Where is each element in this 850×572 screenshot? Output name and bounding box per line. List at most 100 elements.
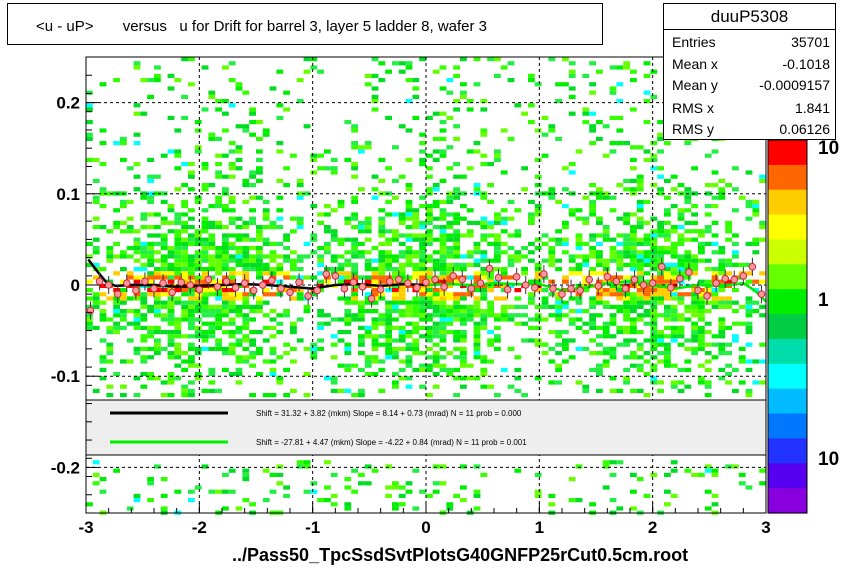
heatmap-cell <box>215 225 222 230</box>
heatmap-cell <box>167 115 175 120</box>
heatmap-cell <box>405 346 413 351</box>
heatmap-cell <box>432 359 440 364</box>
heatmap-cell <box>398 220 406 225</box>
heatmap-cell <box>269 367 277 372</box>
heatmap-cell <box>303 489 311 494</box>
heatmap-cell <box>528 103 535 108</box>
heatmap-cell <box>589 208 596 213</box>
heatmap-cell <box>337 204 345 209</box>
heatmap-cell <box>364 325 372 330</box>
heatmap-cell <box>439 271 447 276</box>
heatmap-cell <box>738 481 746 486</box>
heatmap-cell <box>398 283 406 288</box>
heatmap-cell <box>494 241 501 246</box>
heatmap-cell <box>290 229 297 234</box>
heatmap-cell <box>698 363 705 368</box>
heatmap-cell <box>330 493 338 498</box>
profile-point <box>367 294 376 303</box>
heatmap-cell <box>466 262 474 267</box>
heatmap-cell <box>188 82 195 87</box>
heatmap-cell <box>684 208 692 213</box>
heatmap-cell <box>643 99 651 104</box>
heatmap-cell <box>174 237 182 242</box>
heatmap-cell <box>684 220 692 225</box>
heatmap-cell <box>752 359 760 364</box>
heatmap-cell <box>412 342 420 347</box>
heatmap-cell <box>718 351 726 356</box>
heatmap-cell <box>636 145 644 150</box>
heatmap-cell <box>718 296 726 301</box>
heatmap-cell <box>562 359 569 364</box>
heatmap-cell <box>147 346 154 351</box>
heatmap-cell <box>494 317 501 322</box>
heatmap-cell <box>480 288 488 293</box>
heatmap-cell <box>249 262 256 267</box>
heatmap-cell <box>392 309 399 314</box>
heatmap-cell <box>432 384 440 389</box>
heatmap-cell <box>208 246 216 251</box>
heatmap-cell <box>208 132 216 137</box>
heatmap-cell <box>398 485 406 490</box>
heatmap-cell <box>704 367 712 372</box>
profile-point <box>141 277 149 286</box>
heatmap-cell <box>439 292 447 297</box>
profile-point <box>159 279 167 287</box>
heatmap-cell <box>555 82 562 87</box>
heatmap-cell <box>650 233 658 238</box>
heatmap-cell <box>453 136 460 141</box>
heatmap-cell <box>371 195 379 200</box>
heatmap-cell <box>596 69 603 74</box>
heatmap-cell <box>140 250 148 255</box>
heatmap-cell <box>392 300 399 305</box>
heatmap-cell <box>596 342 603 347</box>
heatmap-cell <box>330 317 338 322</box>
heatmap-cell <box>500 65 508 70</box>
heatmap-cell <box>174 363 182 368</box>
profile-point <box>249 286 258 295</box>
heatmap-cell <box>575 241 583 246</box>
palette-swatch <box>768 463 807 489</box>
heatmap-cell <box>664 346 671 351</box>
heatmap-cell <box>351 489 358 494</box>
heatmap-cell <box>405 309 413 314</box>
heatmap-cell <box>487 162 494 167</box>
heatmap-cell <box>208 489 216 494</box>
heatmap-cell <box>160 304 168 309</box>
heatmap-cell <box>296 317 304 322</box>
heatmap-cell <box>616 267 624 272</box>
heatmap-cell <box>249 195 256 200</box>
heatmap-cell <box>643 90 651 95</box>
heatmap-cell <box>351 124 358 129</box>
heatmap-cell <box>140 338 148 343</box>
heatmap-cell <box>330 380 338 385</box>
heatmap-cell <box>562 204 569 209</box>
heatmap-cell <box>351 363 358 368</box>
heatmap-cell <box>718 267 726 272</box>
heatmap-cell <box>555 380 562 385</box>
heatmap-cell <box>623 212 630 217</box>
heatmap-cell <box>453 233 460 238</box>
heatmap-cell <box>256 351 263 356</box>
heatmap-cell <box>235 250 243 255</box>
heatmap-cell <box>371 86 379 91</box>
heatmap-cell <box>664 325 671 330</box>
heatmap-cell <box>623 292 630 297</box>
heatmap-cell <box>704 384 712 389</box>
heatmap-cell <box>398 313 406 318</box>
heatmap-cell <box>555 309 562 314</box>
heatmap-cell <box>759 237 766 242</box>
heatmap-cell <box>276 321 284 326</box>
heatmap-cell <box>242 355 250 360</box>
heatmap-cell <box>351 275 358 280</box>
heatmap-cell <box>181 317 188 322</box>
heatmap-cell <box>358 304 365 309</box>
heatmap-cell <box>86 296 93 301</box>
heatmap-cell <box>290 250 297 255</box>
heatmap-cell <box>453 317 460 322</box>
heatmap-cell <box>657 229 664 234</box>
heatmap-cell <box>215 271 222 276</box>
heatmap-cell <box>147 355 154 360</box>
heatmap-cell <box>120 384 127 389</box>
heatmap-cell <box>99 309 107 314</box>
heatmap-cell <box>446 367 454 372</box>
